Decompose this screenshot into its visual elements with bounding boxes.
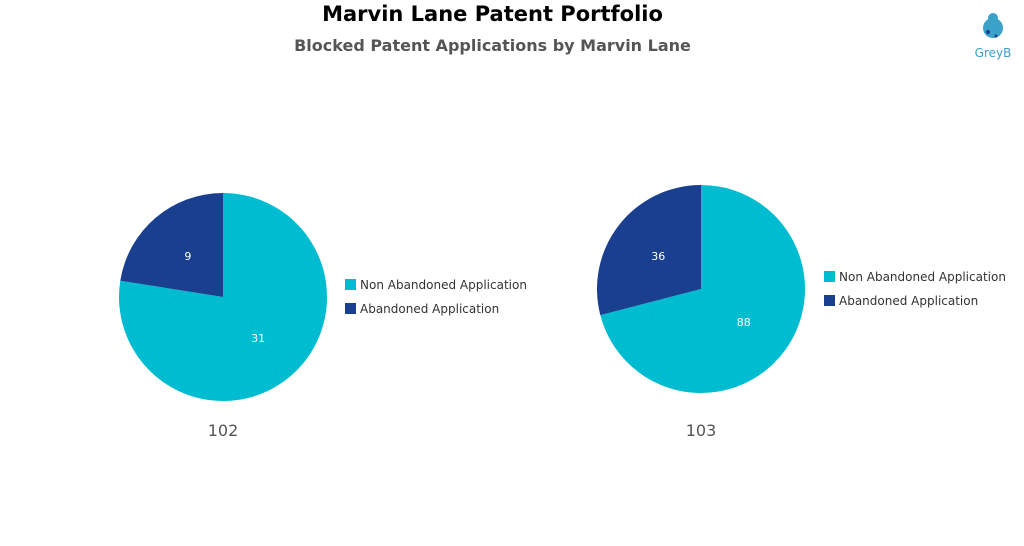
legend-swatch xyxy=(824,295,835,306)
legend-item-abandoned-application[interactable]: Abandoned Application xyxy=(839,294,978,308)
pie-slice-abandoned-application[interactable] xyxy=(597,185,701,316)
legend-item-non-abandoned-application[interactable]: Non Abandoned Application xyxy=(839,270,1006,284)
pie-slice-non-abandoned-application[interactable] xyxy=(600,184,806,393)
legend-item-non-abandoned-application[interactable]: Non Abandoned Application xyxy=(360,278,527,292)
legend-item-abandoned-application[interactable]: Abandoned Application xyxy=(360,302,499,316)
greyb-logo-text: GreyB xyxy=(974,46,1012,60)
pie-caption: 103 xyxy=(686,421,717,440)
slice-value-label: 36 xyxy=(651,250,665,263)
slice-value-label: 88 xyxy=(737,316,751,329)
greyb-logo-icon xyxy=(983,13,1003,38)
slice-value-label: 31 xyxy=(251,332,265,345)
pie-chart-102: 31 9 Non Abandoned Application Abandoned Ap… xyxy=(119,193,527,440)
legend-swatch xyxy=(824,271,835,282)
legend-swatch xyxy=(345,279,356,290)
slice-value-label: 9 xyxy=(184,250,191,263)
legend-swatch xyxy=(345,303,356,314)
chart-title: Marvin Lane Patent Portfolio xyxy=(322,2,663,26)
pie-caption: 102 xyxy=(208,421,239,440)
pie-slice-abandoned-application[interactable] xyxy=(120,193,223,297)
chart-subtitle: Blocked Patent Applications by Marvin La… xyxy=(294,36,691,55)
greyb-logo: GreyB xyxy=(968,10,1018,66)
pie-chart-103: 88 36 Non Abandoned Application Abandoned A… xyxy=(597,184,1006,440)
pie-slice-non-abandoned-application[interactable] xyxy=(119,193,328,401)
